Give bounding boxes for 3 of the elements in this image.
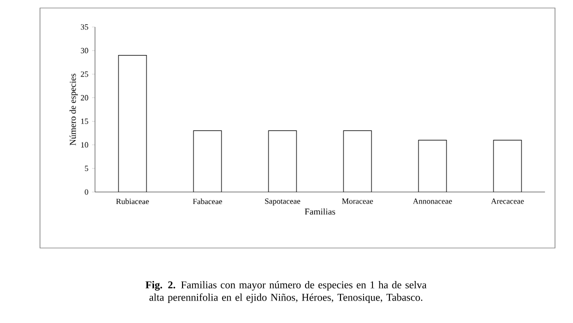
text: Fig. 2. Familias con mayor número de especies en 1 ha de selva alta perennifolia en el ejido Niños, Héroes, Tenosique, Tabasco. <box>146 281 426 303</box>
x-axis-title: Familias <box>304 208 336 215</box>
y-axis-title: Número de especies <box>70 74 78 146</box>
